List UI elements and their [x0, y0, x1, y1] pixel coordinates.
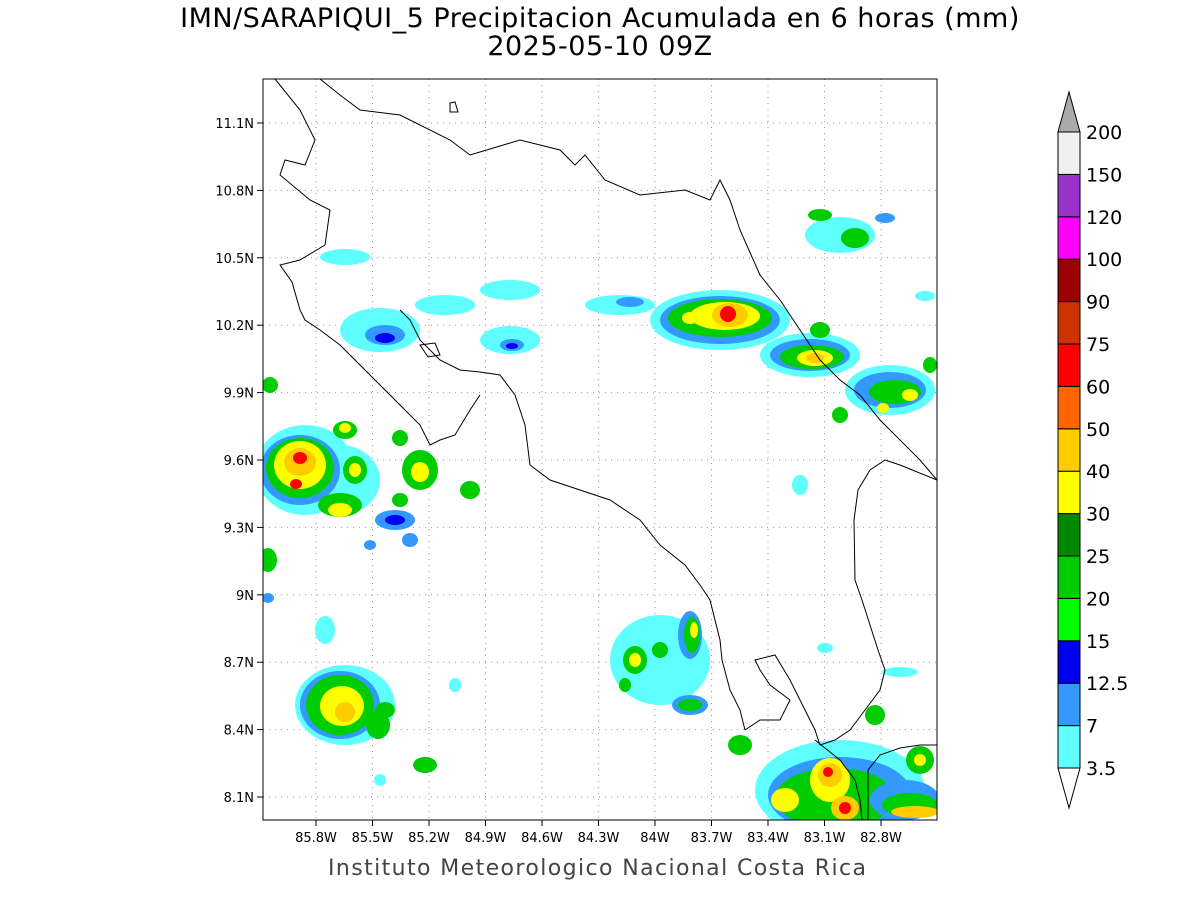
legend-label: 150 [1086, 164, 1122, 186]
legend-label: 75 [1086, 334, 1110, 356]
rain-band-caribbean [585, 209, 937, 495]
legend-swatch [1057, 597, 1081, 642]
legend-max-arrow [1057, 90, 1081, 133]
legend-swatch [1057, 216, 1081, 260]
lat-tick-label: 9.9N [224, 387, 254, 402]
lon-tick-label: 85.8W [295, 831, 337, 846]
legend-label: 20 [1086, 588, 1110, 610]
lon-tick-label: 84W [640, 831, 670, 846]
coastline-caribbean [319, 79, 937, 481]
legend-label: 90 [1086, 292, 1110, 314]
lat-tick-label: 8.1N [224, 791, 254, 806]
lat-tick-label: 8.7N [224, 656, 254, 671]
lon-tick-label: 83.7W [691, 831, 733, 846]
legend-swatch [1057, 470, 1081, 515]
lon-tick-label: 84.3W [578, 831, 620, 846]
island-north [449, 101, 459, 113]
lat-tick-label: 8.4N [224, 724, 254, 739]
lat-tick-label: 10.2N [215, 319, 254, 334]
latitude-axis: 8.1N 8.4N 8.7N 9N 9.3N 9.6N 9.9N 10.2N 10.5N 10.8… [215, 117, 263, 806]
legend-swatch [1057, 173, 1081, 218]
legend-label: 200 [1086, 122, 1122, 144]
legend-swatch [1057, 555, 1081, 599]
legend-swatch [1057, 428, 1081, 472]
legend-label: 30 [1086, 504, 1110, 526]
lat-tick-label: 9.6N [224, 454, 254, 469]
map-title: IMN/SARAPIQUI_5 Precipitacion Acumulada … [180, 3, 1020, 34]
lat-tick-label: 9.3N [224, 521, 254, 536]
legend-swatch [1057, 640, 1081, 684]
coastline-pacific-central [399, 309, 746, 731]
coastline-panama [867, 744, 937, 820]
coastline-osa [744, 459, 937, 746]
lat-tick-label: 11.1N [215, 117, 254, 132]
lon-tick-label: 83.1W [804, 831, 846, 846]
legend-label: 120 [1086, 207, 1122, 229]
grid-lines [263, 79, 937, 820]
rain-cluster-osa [610, 611, 918, 755]
lon-tick-label: 85.2W [408, 831, 450, 846]
lon-tick-label: 82.8W [860, 831, 902, 846]
precipitation-field [263, 209, 937, 820]
legend-label: 15 [1086, 631, 1110, 653]
island-gulf [419, 342, 441, 358]
legend-swatch [1057, 301, 1081, 345]
lat-tick-label: 9N [236, 589, 254, 604]
lat-tick-label: 10.8N [215, 184, 254, 199]
lon-tick-label: 85.5W [352, 831, 394, 846]
rain-cluster-gulf [320, 249, 540, 354]
map-frame [262, 78, 938, 821]
rain-cluster-southeast [755, 740, 937, 820]
rain-cluster-nicoya-west [263, 377, 480, 603]
color-legend: 3.5 7 12.5 15 20 25 30 40 50 60 75 90 100 120 150 200 [1057, 90, 1128, 810]
legend-swatch [1057, 131, 1081, 175]
legend-label: 100 [1086, 249, 1122, 271]
legend-label: 7 [1086, 716, 1098, 738]
legend-label: 50 [1086, 419, 1110, 441]
lon-tick-label: 83.4W [747, 831, 789, 846]
legend-swatch [1057, 682, 1081, 727]
coastline [274, 79, 937, 820]
border-panama [814, 739, 863, 820]
lon-tick-label: 84.6W [521, 831, 563, 846]
map-datetime: 2025-05-10 09Z [487, 31, 713, 62]
legend-label: 60 [1086, 376, 1110, 398]
legend-swatch [1057, 343, 1081, 387]
coastline-pacific-north [274, 79, 481, 446]
legend-label: 40 [1086, 461, 1110, 483]
lon-tick-label: 84.9W [465, 831, 507, 846]
longitude-axis: 85.8W 85.5W 85.2W 84.9W 84.6W 84.3W 84W 83.7W 83… [295, 820, 902, 846]
legend-swatch [1057, 385, 1081, 430]
legend-swatch [1057, 725, 1081, 769]
credit-text: Instituto Meteorologico Nacional Costa R… [328, 856, 868, 881]
legend-label: 3.5 [1086, 758, 1116, 780]
legend-min-arrow [1057, 767, 1081, 810]
legend-swatch [1057, 258, 1081, 303]
legend-swatch [1057, 513, 1081, 557]
lat-tick-label: 10.5N [215, 252, 254, 267]
legend-label: 12.5 [1086, 673, 1128, 695]
rain-cluster-southwest [295, 616, 461, 786]
legend-label: 25 [1086, 546, 1110, 568]
